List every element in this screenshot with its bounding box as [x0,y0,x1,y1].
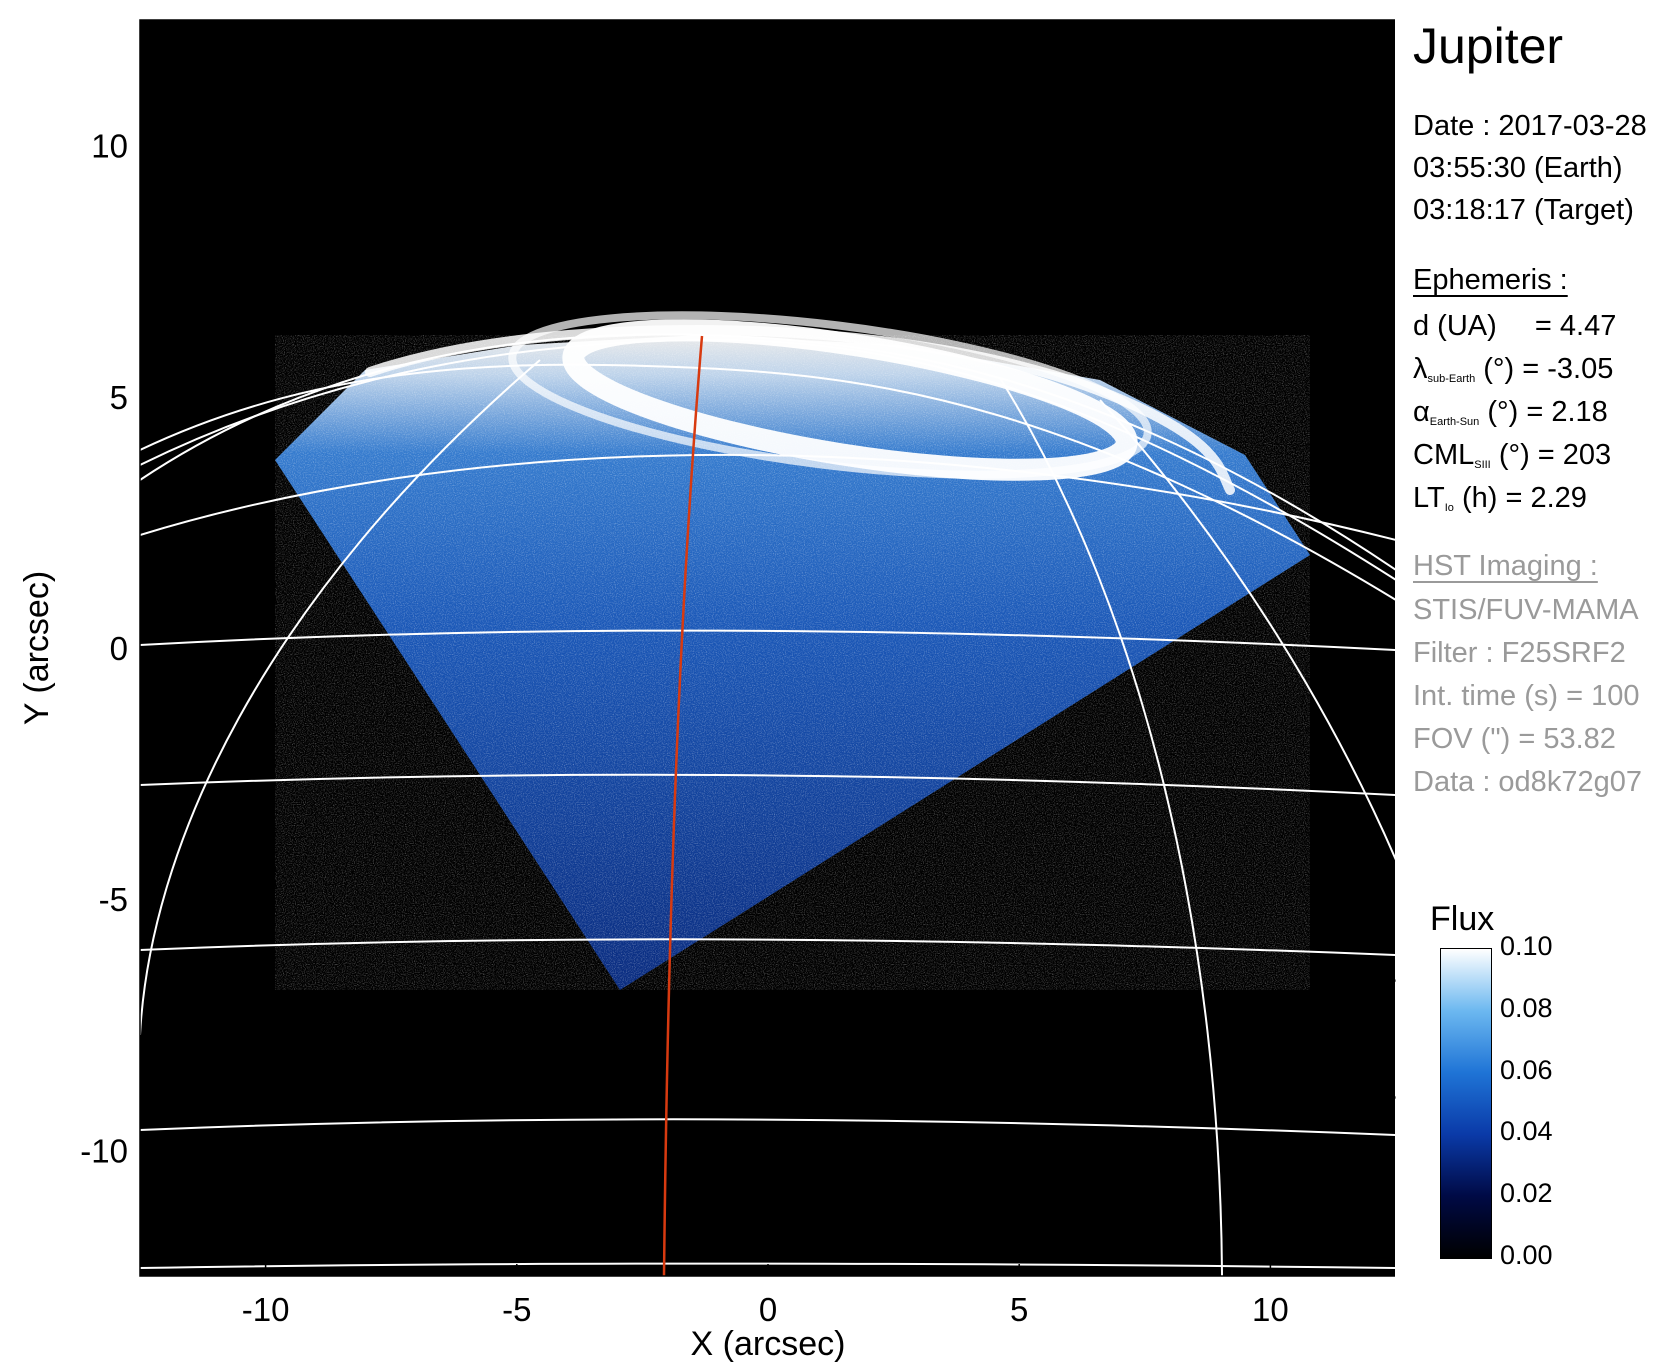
y-tick-label: -10 [80,1132,128,1169]
cml-subscript: SIII [1474,459,1491,471]
data-id: Data : od8k72g07 [1413,766,1642,798]
colorbar-tick-label: 0.06 [1500,1054,1553,1085]
longitude-line [140,359,541,1036]
colorbar-unit-exponent: -1 [1367,982,1384,996]
x-tick-label: 10 [1252,1291,1289,1328]
lambda-symbol: λ [1413,353,1428,385]
image-noise [275,335,1310,990]
colorbar-tick-label: 0.02 [1500,1178,1553,1209]
lt-subscript: Io [1444,502,1454,514]
longitude-line [1099,399,1395,861]
filter: Filter : F25SRF2 [1413,637,1626,669]
colorbar-unit-close: ) [1366,973,1396,983]
y-axis-label: Y (arcsec) [18,571,56,725]
y-axis: 10 5 0 -5 -10 [80,128,152,1169]
local-time-row: LTIo (h) = 2.29 [1413,478,1587,528]
y-tick-label: 0 [110,630,128,667]
ephemeris-heading: Ephemeris : [1413,264,1568,296]
field-of-view: FOV (") = 53.82 [1413,723,1616,755]
phase-angle-row: αEarth-Sun (°) = 2.18 [1413,392,1608,442]
integration-time: Int. time (s) = 100 [1413,680,1640,712]
x-tick-label: 5 [1010,1291,1028,1328]
distance-value: = 4.47 [1534,310,1617,342]
colorbar-tick-label: 0.00 [1500,1240,1553,1270]
instrument: STIS/FUV-MAMA [1413,594,1639,626]
cml-row: CMLSIII (°) = 203 [1413,435,1611,485]
distance-row: d (UA) = 4.47 [1413,306,1616,346]
y-tick-label: 10 [91,128,128,165]
earth-time: 03:55:30 (Earth) [1413,152,1623,184]
target-title: Jupiter [1413,18,1564,74]
x-tick-label: 0 [759,1291,777,1328]
distance-label: d (UA) [1413,310,1497,342]
colorbar-tick-label: 0.08 [1500,992,1553,1023]
planetographic-grid [140,333,1395,1276]
y-tick-label: -5 [99,881,128,918]
central-meridian [662,335,704,1276]
lt-value: (h) = 2.29 [1461,482,1587,514]
alpha-symbol: α [1413,396,1430,428]
lt-symbol: LT [1413,482,1445,514]
sub-earth-latitude-row: λsub-Earth (°) = -3.05 [1413,349,1613,399]
info-panel: Jupiter Date : 2017-03-28 03:55:30 (Eart… [1395,0,1676,1367]
alpha-value: (°) = 2.18 [1487,396,1608,428]
x-axis-label: X (arcsec) [691,1325,846,1363]
x-tick-label: -10 [242,1291,290,1328]
figure: -10 -5 0 5 10 10 5 0 -5 -10 X (arcsec) Y (arcsec… [18,19,1395,1363]
x-tick-label: -5 [502,1291,531,1328]
latitude-line [140,773,1395,796]
colorbar-tick-label: 0.04 [1500,1116,1553,1147]
alpha-subscript: Earth-Sun [1429,416,1480,428]
latitude-line [140,1118,1395,1136]
imaging-heading: HST Imaging : [1413,550,1598,582]
latitude-line [140,363,1395,601]
cml-value: (°) = 203 [1498,439,1612,471]
colorbar-title: Flux [1430,900,1495,938]
y-tick-label: 5 [110,379,128,416]
colorbar-unit: (counts.s [1366,995,1396,1105]
lambda-value: (°) = -3.05 [1483,353,1614,385]
date-line: Date : 2017-03-28 [1413,110,1647,142]
colorbar-tick-label: 0.10 [1500,931,1553,961]
colorbar-unit-label: (counts.s-1) [1366,973,1397,1105]
latitude-line [140,1262,1395,1269]
latitude-line [140,938,1395,956]
longitude-line [999,377,1223,1276]
latitude-line [140,629,1395,651]
colorbar [1440,948,1492,1259]
latitude-line [140,338,1395,581]
target-time: 03:18:17 (Target) [1413,194,1634,226]
lambda-subscript: sub-Earth [1427,373,1476,385]
cml-symbol: CML [1413,439,1475,471]
x-axis: -10 -5 0 5 10 [242,1264,1289,1328]
auroral-oval [365,311,1235,495]
